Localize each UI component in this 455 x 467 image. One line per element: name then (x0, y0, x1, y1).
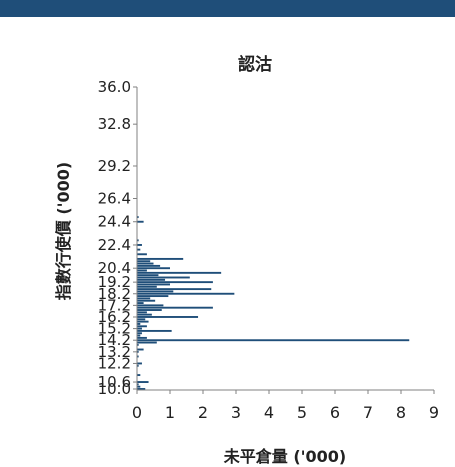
bar (137, 264, 161, 267)
y-tick-label: 29.2 (98, 157, 131, 175)
bar (137, 262, 154, 265)
bar (137, 332, 142, 335)
bar (137, 295, 169, 298)
x-tick-label: 8 (396, 403, 406, 422)
y-tick-label: 20.4 (98, 259, 131, 277)
x-tick-label: 1 (165, 403, 175, 422)
bar (137, 316, 199, 318)
x-tick-label: 5 (297, 403, 307, 422)
bar (137, 374, 141, 377)
y-tick-label: 26.4 (98, 190, 131, 208)
y-tick-label: 18.2 (98, 285, 131, 303)
x-tick-label: 4 (264, 403, 274, 422)
bar (137, 327, 142, 330)
bar (137, 311, 147, 314)
bar (137, 318, 146, 321)
bar (137, 285, 157, 288)
bar (137, 343, 139, 346)
bar (137, 274, 159, 277)
bar (137, 355, 139, 358)
bar (137, 276, 190, 279)
bar (137, 239, 139, 242)
bar (137, 283, 170, 286)
bar (137, 339, 410, 342)
bar (137, 288, 212, 291)
y-tick-label: 32.8 (98, 115, 131, 133)
y-tick-label: 10.0 (98, 380, 131, 398)
bar (137, 329, 172, 332)
bar (137, 299, 156, 302)
y-tick-label: 16.2 (98, 308, 131, 326)
bar (137, 269, 147, 272)
bar (137, 253, 147, 256)
bar (137, 267, 170, 270)
bar (137, 220, 144, 223)
x-tick-label: 2 (198, 403, 208, 422)
bar (137, 260, 151, 263)
x-tick-label: 3 (231, 403, 241, 422)
bar (137, 309, 162, 311)
y-tick-label: 19.2 (98, 273, 131, 291)
bar (137, 281, 213, 284)
bar (137, 304, 164, 307)
chart-title: 認沽 (238, 55, 272, 75)
y-tick-label: 14.2 (98, 331, 131, 349)
bar (137, 364, 139, 367)
bar (137, 334, 141, 337)
bar (137, 323, 141, 325)
y-tick-label: 10.6 (98, 373, 131, 391)
bar (137, 336, 147, 339)
bar (137, 325, 147, 328)
bar (137, 350, 139, 353)
y-tick-label: 15.2 (98, 320, 131, 338)
y-tick-label: 17.2 (98, 296, 131, 314)
bar (137, 362, 142, 365)
y-tick-label: 13.2 (98, 343, 131, 361)
bar (137, 278, 166, 281)
bar (137, 313, 152, 316)
bar (137, 388, 146, 390)
y-tick-label: 22.4 (98, 236, 131, 254)
bar (137, 297, 151, 300)
bar (137, 302, 144, 304)
x-tick-label: 7 (363, 403, 373, 422)
y-tick-label: 12.2 (98, 354, 131, 372)
bar (137, 341, 157, 344)
y-tick-label: 36.0 (98, 78, 131, 96)
bar (137, 320, 149, 323)
bar (137, 290, 174, 293)
bar (137, 248, 141, 251)
y-tick-label: 24.4 (98, 213, 131, 231)
bar (137, 381, 149, 383)
chart-plot: 0 1 2 3 4 5 6 7 8 9 10.010.612.213.214.215.216.217… (98, 78, 440, 422)
bar (137, 306, 213, 309)
bar (137, 348, 144, 351)
bar (137, 216, 139, 219)
bar (137, 292, 235, 295)
x-tick-label: 9 (429, 403, 439, 422)
bar (137, 244, 142, 246)
bar (137, 271, 222, 274)
header-bar (0, 0, 455, 17)
x-tick-label: 6 (330, 403, 340, 422)
bar (137, 385, 141, 388)
bar (137, 383, 139, 386)
x-tick-label: 0 (132, 403, 142, 422)
bar (137, 257, 184, 260)
